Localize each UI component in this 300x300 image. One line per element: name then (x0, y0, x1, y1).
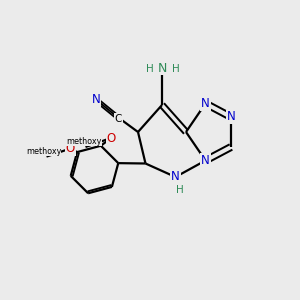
Text: H: H (172, 64, 179, 74)
Text: N: N (171, 170, 180, 184)
Text: O: O (66, 142, 75, 155)
Text: N: N (201, 97, 210, 110)
Text: H: H (146, 64, 153, 74)
Text: C: C (115, 114, 122, 124)
Text: O: O (106, 131, 116, 145)
Text: N: N (92, 93, 100, 106)
Text: methoxy: methoxy (66, 137, 102, 146)
Text: N: N (201, 154, 210, 167)
Text: N: N (226, 110, 236, 124)
Text: H: H (176, 184, 184, 195)
Text: methoxy: methoxy (26, 147, 61, 156)
Text: N: N (158, 62, 167, 76)
